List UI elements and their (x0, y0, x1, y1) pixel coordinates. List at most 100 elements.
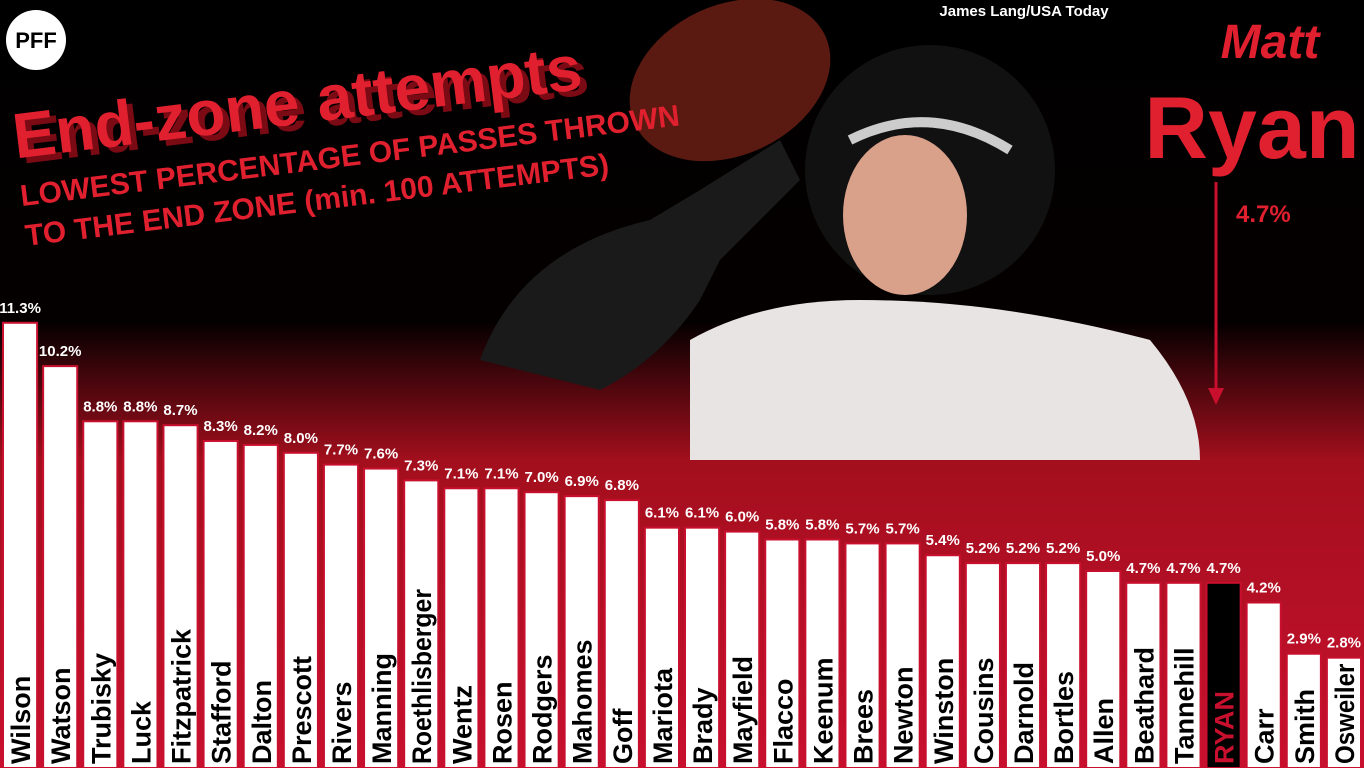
value-label: 8.2% (244, 422, 278, 439)
bar (1045, 562, 1082, 769)
category-label: Trubisky (86, 653, 116, 764)
category-label: Keenum (808, 657, 838, 764)
value-label: 7.3% (404, 457, 438, 474)
value-label: 6.1% (685, 505, 719, 522)
logo: PFF (15, 28, 57, 53)
bar (1004, 562, 1042, 769)
bar (804, 538, 841, 769)
bar (523, 491, 560, 769)
bar (643, 526, 680, 769)
bar (202, 439, 239, 769)
value-label: 5.2% (966, 540, 1000, 557)
category-label: Osweiler (1330, 663, 1360, 764)
category-label: Newton (889, 667, 919, 765)
category-label: Rosen (487, 681, 517, 764)
bar (924, 554, 961, 769)
value-label: 8.8% (123, 398, 157, 415)
bar (2, 321, 39, 769)
logo-badge (6, 10, 66, 70)
value-label: 6.9% (565, 473, 599, 490)
category-label: Fitzpatrick (167, 628, 197, 764)
value-label: 5.8% (765, 516, 799, 533)
value-label: 5.4% (926, 532, 960, 549)
value-label: 5.7% (886, 520, 920, 537)
value-label: 8.0% (284, 430, 318, 447)
bar (684, 526, 721, 769)
value-label: 5.2% (1006, 540, 1040, 557)
category-label: Luck (126, 700, 156, 764)
category-label: Darnold (1009, 662, 1039, 764)
category-label: Mayfield (728, 656, 758, 764)
category-label: Stafford (207, 661, 237, 765)
category-label: Allen (1089, 698, 1119, 764)
value-label: 2.8% (1327, 635, 1361, 652)
category-label: Mariota (648, 667, 678, 764)
bar (282, 451, 319, 769)
bar (1245, 601, 1282, 770)
value-label: 5.8% (805, 516, 839, 533)
value-label: 7.6% (364, 446, 398, 463)
category-label: Rodgers (528, 654, 558, 764)
category-label: Roethlisberger (407, 589, 437, 764)
bar (964, 562, 1001, 769)
category-label: Dalton (247, 680, 277, 764)
value-label: 4.7% (1206, 560, 1240, 577)
bar (603, 499, 640, 769)
value-label: 8.8% (83, 398, 117, 415)
value-label: 4.7% (1166, 560, 1200, 577)
bar (42, 365, 79, 769)
value-label: 5.2% (1046, 540, 1080, 557)
value-label: 7.7% (324, 442, 358, 459)
bar (764, 538, 801, 769)
value-label: 8.3% (204, 418, 238, 435)
category-label: Cousins (969, 657, 999, 764)
value-label: 5.0% (1086, 548, 1120, 565)
bar (82, 420, 119, 769)
bar (162, 424, 199, 769)
callout-arrowhead (1208, 388, 1224, 405)
value-label: 2.9% (1287, 631, 1321, 648)
category-label: Beathard (1129, 647, 1159, 764)
value-label: 4.7% (1126, 560, 1160, 577)
callout-value: 4.7% (1236, 201, 1291, 228)
bar (1165, 581, 1202, 769)
value-label: 6.8% (605, 477, 639, 494)
value-label: 10.2% (39, 343, 82, 360)
value-label: 6.1% (645, 505, 679, 522)
category-label: Flacco (768, 678, 798, 764)
category-label: Rivers (327, 681, 357, 764)
value-label: 7.1% (484, 465, 518, 482)
category-label: Goff (608, 708, 638, 764)
value-label: 8.7% (163, 402, 197, 419)
category-label: Mahomes (568, 639, 598, 764)
callout-last-name: Ryan (1144, 78, 1359, 177)
callout-first-name: Matt (1221, 16, 1322, 69)
category-label: Brees (849, 689, 879, 764)
category-label: Watson (46, 668, 76, 765)
bar (1325, 656, 1362, 769)
value-label: 4.2% (1247, 580, 1281, 597)
bar (363, 467, 400, 769)
category-label: Wentz (447, 685, 477, 764)
category-label: Brady (688, 687, 718, 764)
bar (1125, 581, 1162, 769)
bar (1285, 652, 1322, 769)
category-label: Smith (1290, 689, 1320, 764)
bar (403, 479, 440, 769)
category-label: Manning (367, 653, 397, 764)
category-label: Tannehill (1169, 647, 1199, 764)
category-label: Winston (929, 658, 959, 764)
player-photo (480, 0, 1200, 460)
value-label: 6.0% (725, 509, 759, 526)
value-label: 7.0% (524, 469, 558, 486)
value-label: 11.3% (0, 300, 41, 317)
category-label: RYAN (1210, 691, 1240, 764)
category-label: Bortles (1049, 671, 1079, 764)
value-label: 5.7% (845, 520, 879, 537)
category-label: Wilson (6, 676, 36, 764)
value-label: 7.1% (444, 465, 478, 482)
photo-credit: James Lang/USA Today (939, 3, 1109, 20)
category-label: Carr (1250, 708, 1280, 764)
